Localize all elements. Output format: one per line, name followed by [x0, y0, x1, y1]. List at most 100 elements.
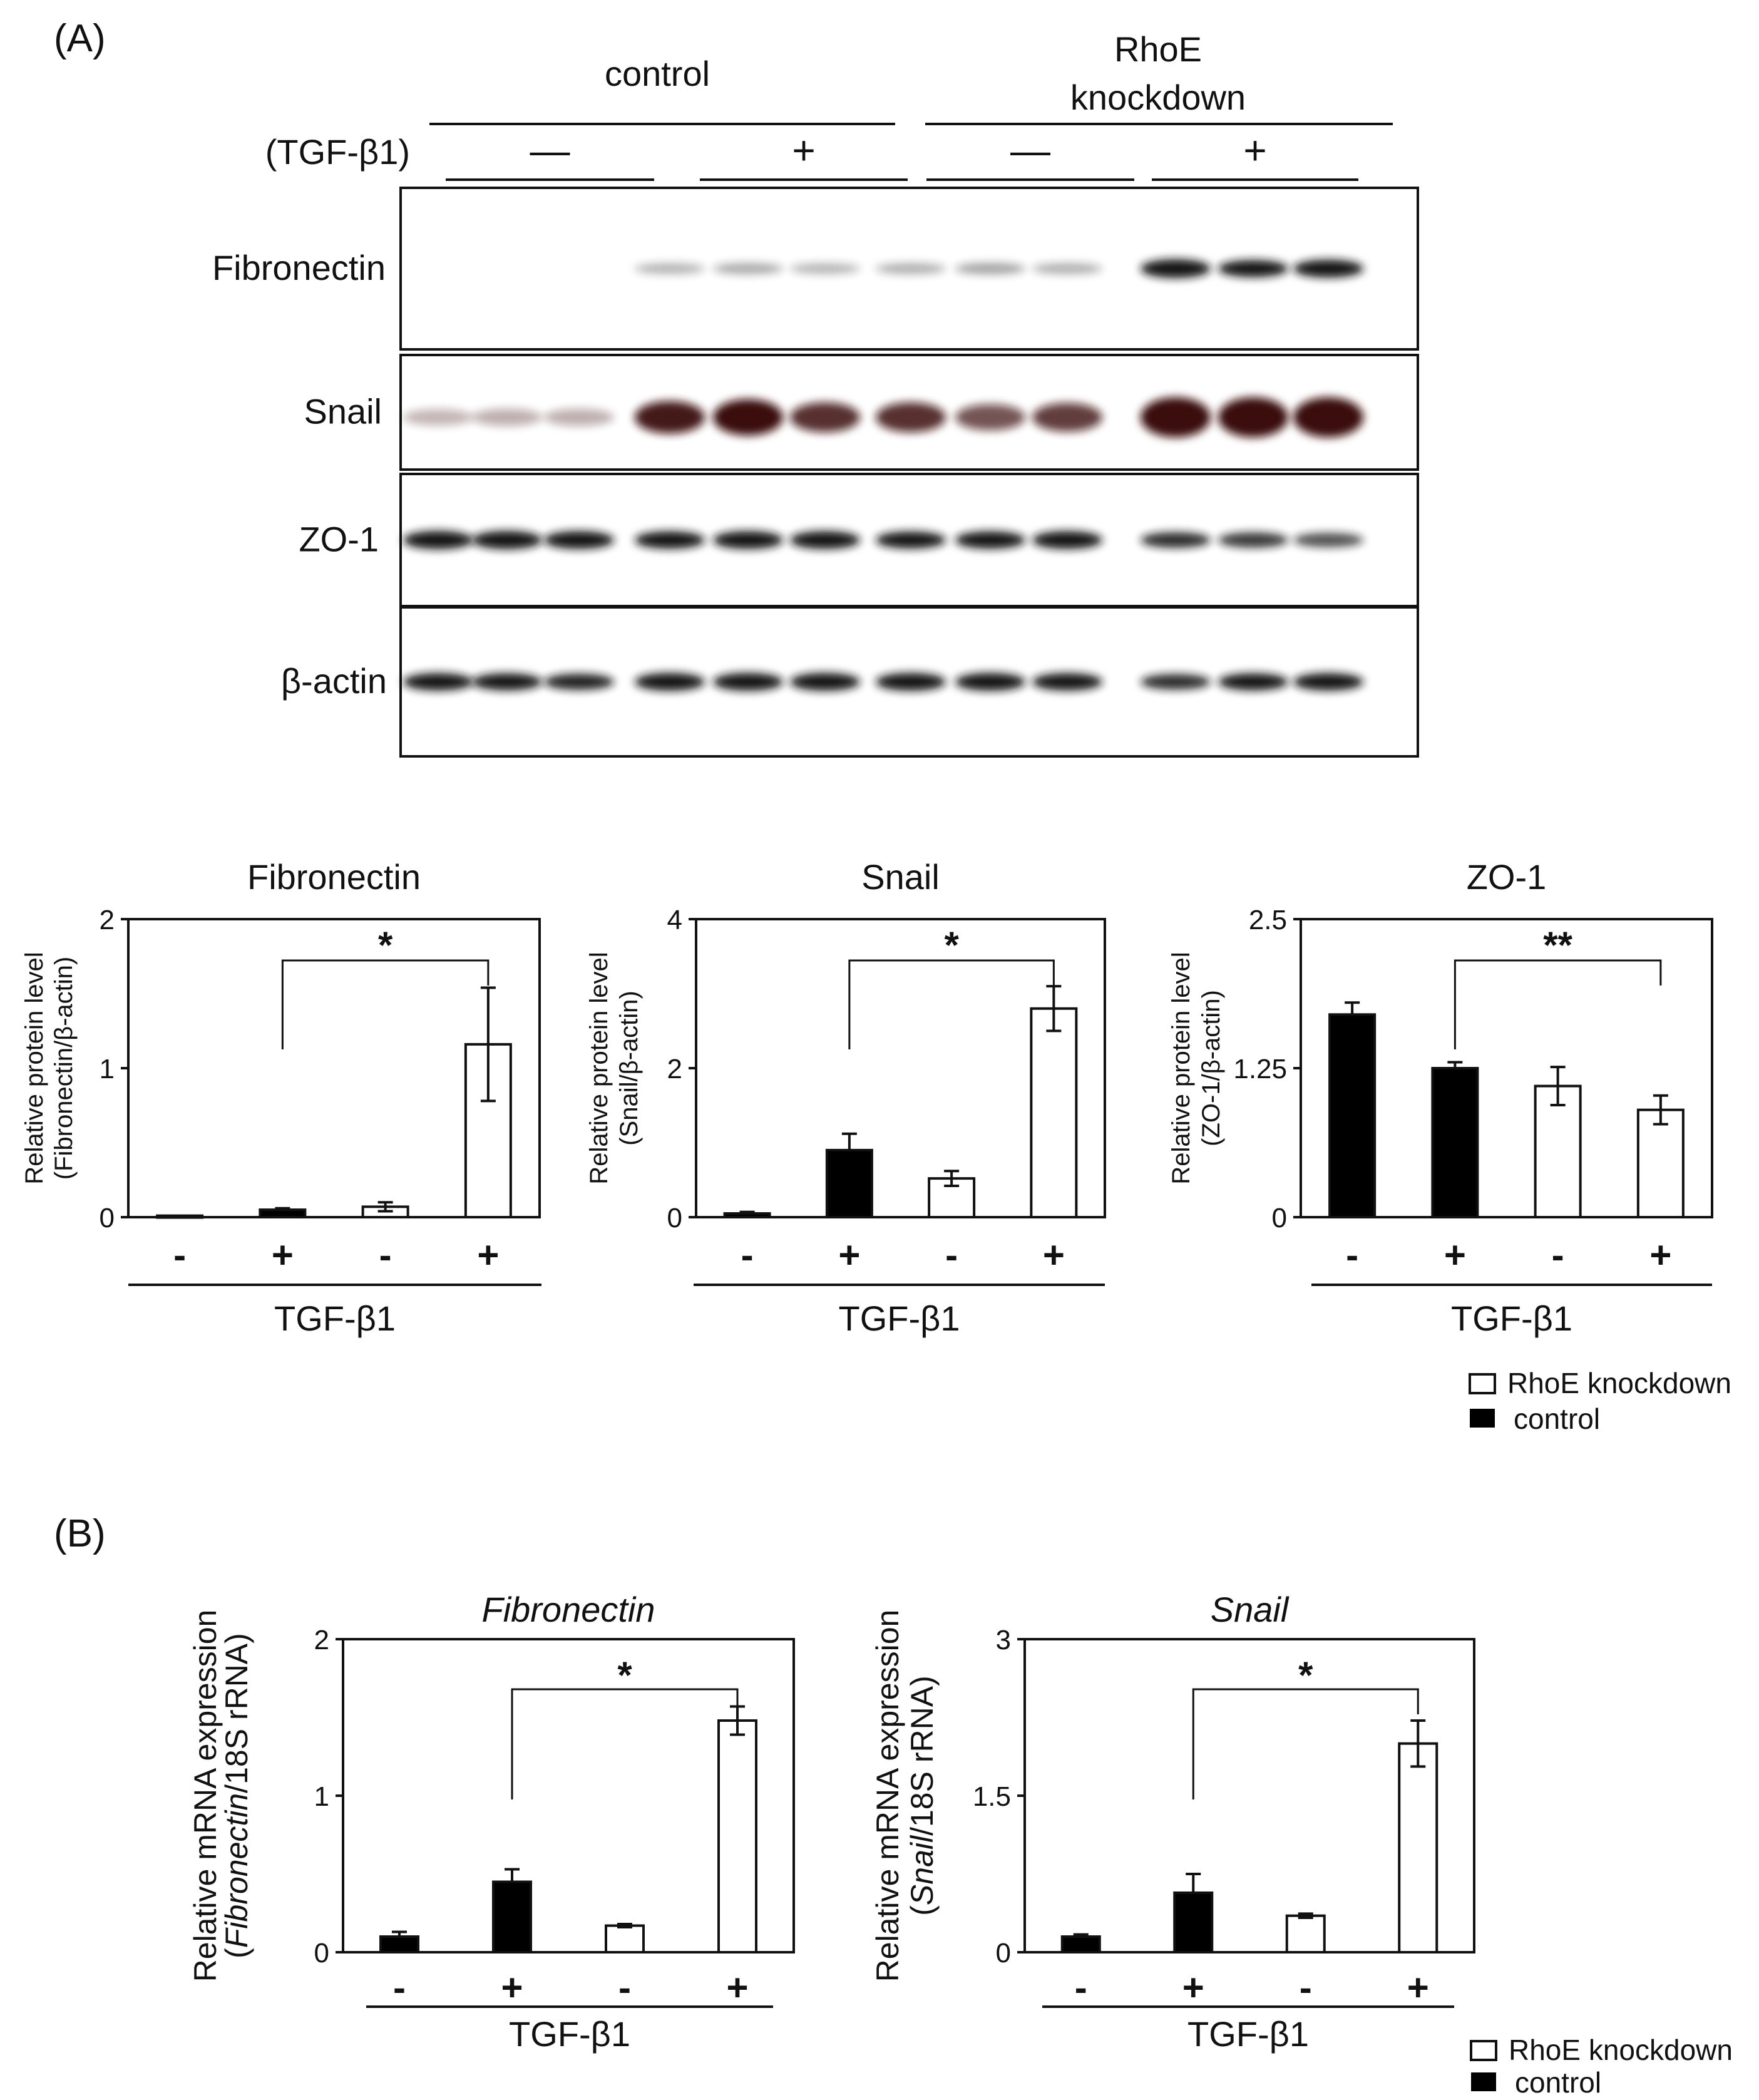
chart-ytick-label-1-2: 4: [667, 905, 682, 935]
chart-xtick-label-2-0: -: [1346, 1234, 1358, 1276]
chart-ylabel-line1-0: Relative protein level: [21, 952, 48, 1184]
header-sign-0: —: [530, 128, 570, 173]
blot-band-0-11: [1293, 259, 1363, 278]
chart-xtick-label-2-1: +: [1444, 1234, 1466, 1276]
blot-band-2-5: [790, 531, 860, 549]
chart-ytick-label-0-1: 1: [100, 1054, 115, 1084]
header-tgf-label: (TGF-β1): [265, 132, 410, 172]
blot-band-3-9: [1141, 674, 1211, 690]
chart-bar-0-0: [156, 1214, 204, 1219]
blot-band-0-6: [876, 263, 946, 274]
chart-bar-2-3: [1636, 1108, 1685, 1219]
chart-bar-2-2: [1534, 1084, 1582, 1219]
chart-xlabel-2: TGF-β1: [1451, 1299, 1572, 1338]
chart-xtick-label-4-3: +: [1407, 1967, 1429, 2009]
chart-bar-3-3: [717, 1719, 757, 1953]
blot-band-1-11: [1293, 397, 1363, 438]
blot-band-2-3: [635, 531, 705, 549]
chart-ytick-label-4-0: 0: [996, 1938, 1011, 1969]
chart-xlabel-1: TGF-β1: [839, 1299, 960, 1338]
blot-band-3-10: [1218, 673, 1288, 691]
bar-charts: Fibronectin 0 1 2 Relative protein level (Fib…: [21, 857, 1713, 2054]
blot-band-0-3: [635, 263, 705, 274]
chart-ytick-label-2-2: 2.5: [1249, 905, 1287, 935]
chart-bar-4-2: [1285, 1914, 1326, 1954]
chart-ytick-label-4-2: 3: [996, 1625, 1011, 1655]
chart-sig-bracket-2: [1454, 959, 1662, 1049]
blot-band-2-8: [1032, 531, 1102, 549]
chart-ytick-label-4-1: 1.5: [973, 1781, 1011, 1812]
blot-band-3-4: [713, 672, 783, 691]
chart-bar-3-0: [379, 1935, 419, 1953]
header-sign-2: —: [1010, 128, 1050, 173]
blot-band-0-5: [790, 263, 860, 274]
legend-upper-filled-label: control: [1514, 1403, 1600, 1435]
chart-ylabel-line2-4: (Snail/18S rRNA): [905, 1675, 940, 1915]
chart-title-3: Fibronectin: [481, 1590, 655, 1629]
chart-bar-3-1: [492, 1880, 532, 1953]
chart-sig-label-4: *: [1298, 1654, 1313, 1696]
chart-4: Snail 0 1.5 3 Relative mRNA expression (Snail…: [870, 1590, 1475, 2054]
header-signs: — + — +: [446, 128, 1358, 181]
blot-band-3-2: [544, 674, 614, 690]
chart-xtick-label-2-3: +: [1649, 1234, 1671, 1276]
chart-xtick-label-1-3: +: [1043, 1234, 1065, 1276]
chart-ytick-label-1-1: 2: [667, 1054, 682, 1084]
chart-ytick-label-3-0: 0: [314, 1938, 329, 1969]
blot-band-3-3: [635, 672, 705, 691]
blot-band-1-10: [1218, 397, 1288, 438]
blot-band-3-11: [1293, 673, 1363, 691]
chart-xlabel-0: TGF-β1: [274, 1299, 396, 1338]
chart-ytick-label-0-2: 2: [100, 905, 115, 935]
blot-band-3-7: [955, 672, 1025, 691]
blot-band-1-5: [790, 402, 860, 433]
header-rhoe-line2: knockdown: [1070, 78, 1246, 117]
chart-xtick-label-0-1: +: [272, 1234, 294, 1276]
header-sign-3: +: [1243, 128, 1266, 173]
chart-xtick-label-3-1: +: [501, 1967, 523, 2009]
chart-ylabel-line2-1: (Snail/β-actin): [615, 991, 643, 1146]
chart-xtick-label-1-1: +: [838, 1234, 860, 1276]
chart-bar-1-0: [723, 1212, 771, 1219]
chart-xtick-label-4-1: +: [1182, 1967, 1204, 2009]
chart-ylabel-line1-3: Relative mRNA expression: [188, 1610, 223, 1982]
blot-label-1: Snail: [304, 392, 382, 431]
blot-band-2-10: [1218, 532, 1288, 548]
chart-xlabel-3: TGF-β1: [509, 2014, 630, 2054]
chart-bar-4-0: [1060, 1935, 1101, 1953]
blot-band-3-1: [472, 673, 542, 691]
panel-b-label: (B): [54, 1512, 106, 1555]
legend-lower-filled-label: control: [1515, 2066, 1601, 2099]
blot-band-2-0: [403, 530, 473, 550]
chart-bar-1-1: [825, 1148, 873, 1219]
chart-xtick-label-4-2: -: [1300, 1967, 1312, 2009]
chart-ylabel-line2-3: (Fibronectin/18S rRNA): [219, 1633, 254, 1958]
chart-bar-2-1: [1431, 1067, 1479, 1218]
blot-band-3-8: [1032, 673, 1102, 691]
chart-ylabel-line2-2: (ZO-1/β-actin): [1197, 990, 1225, 1146]
chart-xtick-label-3-0: -: [393, 1967, 406, 2009]
chart-sig-bracket-0: [281, 959, 490, 1049]
blot-band-1-4: [713, 399, 783, 436]
chart-ylabel-line1-1: Relative protein level: [585, 952, 613, 1184]
blot-band-2-9: [1141, 532, 1211, 548]
legend-lower-open-label: RhoE knockdown: [1509, 2034, 1733, 2066]
chart-1: Snail 0 2 4 Relative protein level (Snail/β-a…: [585, 857, 1106, 1338]
blot-band-1-8: [1032, 403, 1102, 432]
chart-ytick-label-1-0: 0: [667, 1203, 682, 1233]
chart-xtick-label-2-2: -: [1552, 1234, 1564, 1276]
blot-band-3-0: [403, 673, 473, 691]
legend-upper-open-label: RhoE knockdown: [1507, 1367, 1731, 1399]
header-control: control: [605, 54, 710, 93]
chart-bar-0-1: [259, 1208, 307, 1218]
chart-bar-4-1: [1173, 1892, 1214, 1953]
blot-band-1-9: [1141, 397, 1211, 438]
chart-xlabel-4: TGF-β1: [1187, 2014, 1309, 2054]
chart-sig-label-2: **: [1543, 924, 1572, 966]
chart-sig-label-3: *: [617, 1654, 632, 1696]
chart-xtick-label-3-3: +: [726, 1967, 748, 2009]
blot-band-1-2: [544, 408, 614, 426]
chart-xtick-label-3-2: -: [618, 1967, 631, 2009]
chart-2: ZO-1 0 1.25 2.5 Relative protein level (ZO-1/…: [1167, 857, 1713, 1338]
